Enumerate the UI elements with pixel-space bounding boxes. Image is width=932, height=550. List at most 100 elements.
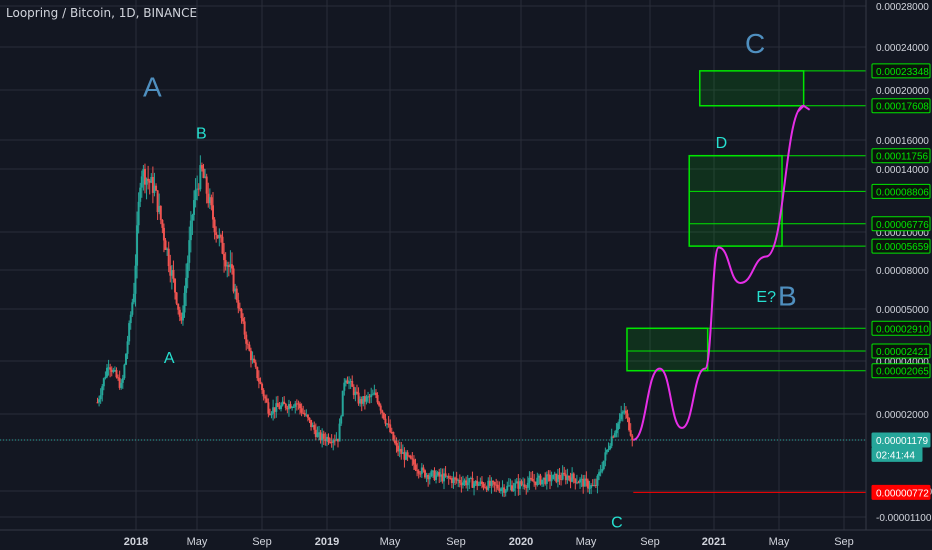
price-label-text: 0.00008806 — [876, 187, 929, 198]
candle-body — [403, 452, 406, 460]
candle-body — [292, 406, 295, 408]
candle-body — [460, 483, 463, 486]
candle-body — [193, 200, 196, 215]
candle-body — [251, 358, 254, 361]
candle-body — [401, 452, 404, 454]
candle-body — [270, 413, 273, 415]
candle-body — [566, 475, 569, 481]
candle-body — [409, 455, 412, 459]
candle-body — [110, 369, 113, 372]
candle-body — [450, 478, 453, 484]
x-tick-label: May — [576, 536, 597, 548]
candle-body — [316, 432, 319, 437]
price-label-box — [871, 238, 931, 254]
candle-body — [515, 481, 518, 484]
candle-body — [264, 396, 267, 399]
candle-body — [458, 480, 461, 484]
y-tick-label: 0.00014000 — [876, 165, 929, 176]
candle-body — [224, 260, 227, 267]
candle-body — [215, 232, 218, 236]
candle-body — [132, 293, 135, 303]
candle-body — [329, 441, 332, 443]
candle-body — [525, 486, 528, 488]
price-label-box — [871, 63, 931, 79]
candle-body — [174, 278, 177, 293]
candle-body — [354, 391, 357, 396]
candle-body — [564, 474, 567, 481]
candle-body — [237, 300, 240, 309]
candle-body — [469, 477, 472, 479]
candle-body — [245, 334, 248, 344]
candle-body — [488, 480, 491, 486]
candle-body — [234, 288, 237, 292]
x-tick-label: Sep — [252, 536, 272, 548]
price-label-box — [871, 484, 931, 500]
candle-body — [514, 483, 517, 489]
candle-body — [230, 264, 233, 269]
candle-body — [164, 240, 167, 250]
candle-body — [302, 412, 305, 414]
candle-body — [191, 214, 194, 221]
candle-body — [107, 367, 110, 369]
candle-body — [216, 235, 219, 239]
candle-body — [121, 378, 124, 383]
target-boxes — [626, 70, 866, 372]
candle-body — [341, 390, 344, 417]
candle-body — [205, 176, 208, 194]
candle-body — [530, 477, 533, 479]
candle-body — [223, 253, 226, 261]
candle-body — [376, 395, 379, 403]
candle-body — [333, 440, 336, 442]
candle-body — [330, 441, 333, 443]
candle-body — [528, 477, 531, 483]
candle-body — [219, 235, 222, 237]
candle-body — [267, 402, 270, 414]
candle-body — [351, 381, 354, 387]
candle-body — [504, 490, 507, 493]
candle-body — [281, 401, 284, 406]
candle-body — [416, 469, 419, 471]
candle-body — [442, 473, 445, 482]
candle-body — [148, 180, 151, 183]
candle-body — [518, 481, 521, 489]
candle-body — [484, 487, 487, 489]
candle-body — [142, 168, 145, 177]
candle-body — [591, 484, 594, 486]
candle-body — [348, 381, 351, 384]
candle-body — [113, 369, 116, 371]
candle-body — [425, 474, 428, 478]
candle-body — [105, 367, 108, 377]
candle-body — [523, 484, 526, 487]
price-label-text: 0.00017608 — [876, 102, 929, 113]
candle-body — [98, 399, 101, 403]
candle-body — [229, 264, 232, 267]
candle-body — [495, 484, 498, 486]
candle-body — [431, 470, 434, 472]
candle-body — [112, 370, 115, 372]
x-tick-label: 2018 — [124, 536, 148, 548]
candle-body — [314, 429, 317, 437]
candle-body — [161, 219, 164, 228]
candle-body — [275, 403, 278, 412]
candle-body — [262, 390, 265, 397]
candle-body — [390, 432, 393, 434]
candle-body — [246, 343, 249, 345]
candle-body — [473, 483, 476, 488]
candle-body — [357, 392, 360, 404]
candle-body — [550, 479, 553, 482]
candle-body — [406, 452, 409, 456]
candle-body — [170, 269, 173, 276]
candle-body — [362, 396, 365, 404]
candle-body — [123, 364, 126, 379]
candle-body — [278, 406, 281, 410]
candle-body — [553, 473, 556, 475]
candle-body — [545, 474, 548, 484]
candle-body — [411, 458, 414, 460]
candle-body — [248, 344, 251, 351]
candle-body — [367, 396, 370, 398]
candle-body — [129, 314, 132, 324]
candle-body — [408, 455, 411, 457]
candle-body — [509, 485, 512, 487]
projection-path — [632, 104, 811, 441]
